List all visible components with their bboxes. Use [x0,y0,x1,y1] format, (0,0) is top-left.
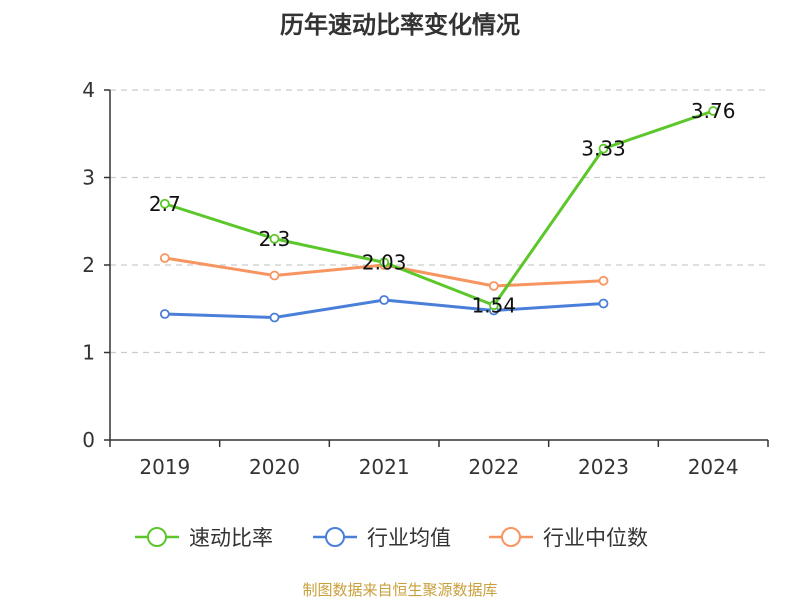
axes: 0 1 2 3 4 2019 2020 2021 2022 2023 2024 [82,78,769,479]
data-point[interactable] [159,198,170,209]
y-tick-label: 1 [82,341,95,365]
data-label: 1.54 [472,293,517,317]
legend-swatch-marker [501,527,521,547]
x-tick-label: 2019 [139,455,190,479]
series-line-0 [164,109,714,307]
data-label: 3.33 [581,137,626,161]
chart-title: 历年速动比率变化情况 [280,11,520,39]
y-tick-label: 2 [82,253,95,277]
data-label: 3.76 [691,99,736,123]
x-tick-label: 2023 [578,455,629,479]
x-tick-label: 2024 [688,455,739,479]
y-tick-label: 0 [82,428,95,452]
legend-swatch-marker [325,527,345,547]
legend-item-label[interactable]: 行业中位数 [543,526,648,550]
data-point[interactable] [598,275,609,286]
legend-item-label[interactable]: 行业均值 [367,526,451,550]
legend-item-label[interactable]: 速动比率 [189,526,273,550]
y-tick-label: 4 [82,78,95,102]
legend-swatch-marker [147,527,167,547]
data-point[interactable] [598,143,609,154]
legend: 速动比率 行业均值 行业中位数 [135,526,648,550]
data-point[interactable] [159,253,170,263]
x-tick-label: 2020 [249,455,300,479]
data-point[interactable] [159,309,170,319]
source-note: 制图数据来自恒生聚源数据库 [302,581,497,599]
data-label: 2.3 [259,227,291,251]
data-point[interactable] [488,300,499,311]
data-label: 2.7 [149,192,181,216]
data-point[interactable] [598,298,609,309]
data-point[interactable] [708,106,719,116]
data-point[interactable] [488,281,499,291]
data-label: 2.03 [362,250,407,274]
data-point[interactable] [269,270,280,281]
data-point[interactable] [269,233,280,244]
x-tick-label: 2021 [359,455,410,479]
data-point[interactable] [379,295,390,305]
y-tick-label: 3 [82,166,95,190]
series-lines [159,106,719,323]
data-point[interactable] [269,312,280,323]
data-point[interactable] [379,257,390,268]
x-tick-label: 2022 [468,455,519,479]
data-labels: 2.7 2.3 2.03 1.54 3.33 3.76 [149,99,736,317]
gridlines [110,89,768,354]
